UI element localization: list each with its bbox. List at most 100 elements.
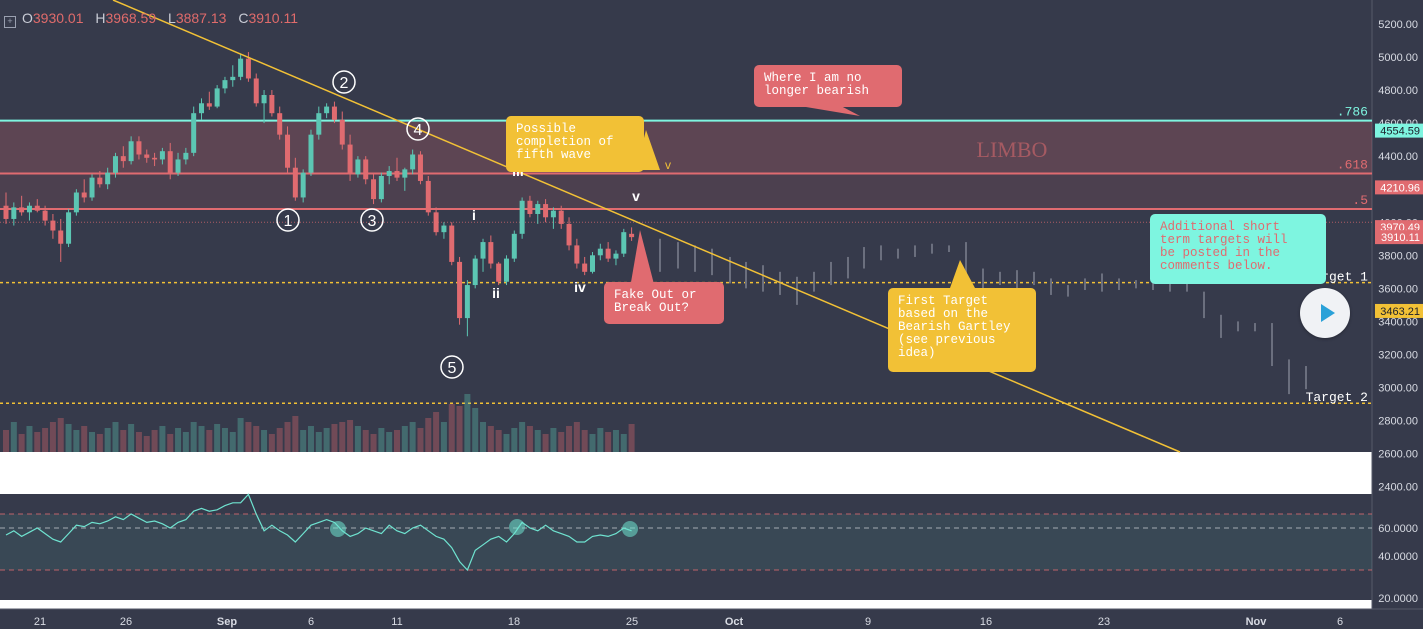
candle-body (597, 248, 603, 256)
candle-body (324, 106, 330, 114)
candle-body (605, 248, 611, 259)
rsi-pane-bg (0, 494, 1372, 600)
candle-body (582, 263, 588, 272)
wave-minor-label: iv (574, 279, 586, 295)
wave-label-small-v: v (665, 158, 671, 172)
play-button[interactable] (1300, 288, 1350, 338)
candle-body (19, 207, 25, 213)
limbo-zone-upper (0, 120, 1372, 174)
time-tick-label: Nov (1246, 616, 1268, 628)
rsi-tick-label: 20.0000 (1378, 593, 1418, 605)
candle-body (371, 179, 377, 200)
volume-bar (151, 430, 158, 452)
volume-bar (589, 434, 596, 452)
volume-bar (519, 422, 526, 452)
wave-circle-label: 5 (448, 360, 457, 377)
rsi-tick-label: 40.0000 (1378, 551, 1418, 563)
volume-bar (221, 428, 228, 452)
volume-bar (300, 430, 307, 452)
candle-body (144, 154, 150, 158)
time-tick-label: 25 (626, 616, 638, 628)
legend-toggle-icon[interactable]: + (4, 16, 16, 28)
volume-bar (276, 428, 283, 452)
candle-body (292, 167, 298, 198)
price-badge-label: 3910.11 (1381, 232, 1420, 244)
candle-body (105, 172, 111, 185)
candle-body (488, 242, 494, 264)
candle-body (621, 232, 627, 254)
candle-body (152, 157, 158, 160)
candle-body (347, 144, 353, 175)
volume-bar (175, 428, 182, 452)
volume-bar (42, 428, 49, 452)
volume-bar (362, 430, 369, 452)
candle-body (230, 76, 236, 81)
candle-body (285, 134, 291, 168)
candle-body (73, 192, 79, 213)
candle-body (167, 151, 173, 173)
candle-body (26, 205, 32, 213)
wave-circle (360, 208, 384, 232)
limbo-zone (0, 120, 1372, 210)
time-tick-label: 23 (1098, 616, 1110, 628)
candle-body (308, 134, 314, 173)
time-tick-label: 9 (865, 616, 871, 628)
note-first-target[interactable]: First Target based on the Bearish Gartle… (888, 288, 1036, 372)
volume-bar (464, 394, 471, 452)
note-fifth-wave[interactable]: Possible completion of fifth wave (506, 116, 644, 172)
price-tick-label: 3000.00 (1378, 383, 1418, 395)
volume-bar (433, 412, 440, 452)
candle-body (89, 177, 95, 198)
price-badge (1375, 180, 1423, 195)
fib-level-label: .5 (1352, 193, 1368, 208)
note-fake-out[interactable]: Fake Out or Break Out? (604, 282, 724, 324)
wave-circle-label: 1 (284, 213, 293, 230)
candle-body (574, 245, 580, 264)
volume-bar (628, 424, 635, 452)
candle-body (402, 169, 408, 178)
candle-body (339, 119, 345, 145)
target-label: Target 2 (1306, 390, 1368, 405)
candle-body (253, 78, 259, 104)
volume-bar (558, 432, 565, 452)
candle-body (417, 154, 423, 181)
price-tick-label: 5200.00 (1378, 19, 1418, 31)
candle-body (629, 233, 635, 238)
volume-bar (292, 416, 299, 452)
candle-body (535, 204, 541, 214)
time-tick-label: 18 (508, 616, 520, 628)
note-no-longer-bearish[interactable]: Where I am no longer bearish (754, 65, 902, 107)
volume-bar (526, 426, 533, 452)
time-tick-label: 26 (120, 616, 132, 628)
candle-body (66, 212, 72, 244)
candle-body (378, 175, 384, 200)
price-badge-label: 4554.59 (1380, 126, 1420, 138)
volume-bar (386, 432, 393, 452)
wave-circle-label: 4 (414, 122, 423, 139)
candle-body (269, 95, 275, 114)
volume-bar (81, 426, 88, 452)
volume-bar (597, 428, 604, 452)
note-additional-targets[interactable]: Additional short term targets will be po… (1150, 214, 1326, 284)
rsi-line (5, 493, 632, 572)
volume-bar (167, 434, 174, 452)
volume-bar (323, 428, 330, 452)
time-tick-label: Oct (725, 616, 744, 628)
candle-body (222, 80, 228, 89)
candle-body (42, 210, 48, 221)
candle-body (128, 141, 134, 162)
volume-bar (120, 430, 127, 452)
zone-label: LIMBO (977, 137, 1048, 162)
candle-body (566, 223, 572, 246)
volume-bar (566, 426, 573, 452)
volume-bar (480, 422, 487, 452)
candle-body (238, 58, 244, 77)
candle-body (206, 103, 212, 107)
candle-body (120, 156, 126, 162)
volume-bar (182, 432, 189, 452)
wave-circle (276, 208, 300, 232)
wave-minor-label: v (632, 188, 640, 204)
rsi-marker (509, 519, 525, 535)
ohlc-legend: + O3930.01 H3968.59 L3887.13 C3910.11 (4, 10, 298, 28)
